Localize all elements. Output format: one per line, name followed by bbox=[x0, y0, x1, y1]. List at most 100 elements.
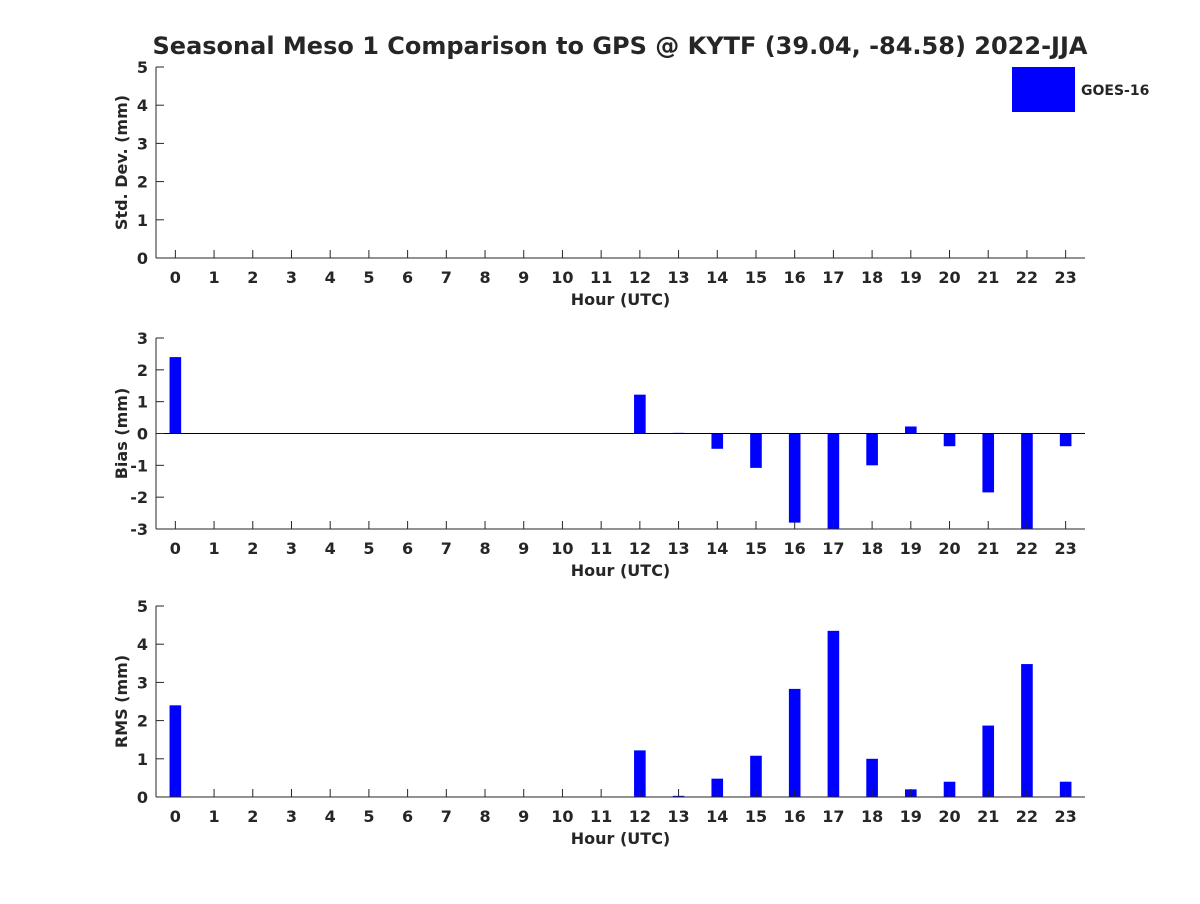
bar-16 bbox=[788, 688, 801, 797]
y-tick-label: 4 bbox=[137, 635, 148, 654]
y-tick-label: 5 bbox=[137, 58, 148, 77]
x-tick-label: 10 bbox=[551, 268, 573, 287]
y-tick-label: 5 bbox=[137, 597, 148, 616]
x-tick-label: 8 bbox=[479, 807, 490, 826]
x-tick-label: 14 bbox=[706, 539, 728, 558]
bar-19 bbox=[905, 426, 917, 434]
y-tick-label: 1 bbox=[137, 750, 148, 769]
x-tick-label: 19 bbox=[900, 807, 922, 826]
x-tick-label: 16 bbox=[784, 807, 806, 826]
x-tick-label: 11 bbox=[590, 268, 612, 287]
x-tick-label: 0 bbox=[170, 807, 181, 826]
x-tick-label: 23 bbox=[1055, 268, 1077, 287]
y-tick-label: -1 bbox=[130, 456, 148, 475]
bar-22 bbox=[1021, 433, 1033, 529]
x-tick-label: 22 bbox=[1016, 268, 1038, 287]
bar-22 bbox=[1021, 664, 1033, 797]
x-tick-label: 6 bbox=[402, 268, 413, 287]
x-tick-label: 15 bbox=[745, 268, 767, 287]
x-tick-label: 2 bbox=[247, 268, 258, 287]
y-tick-label: 3 bbox=[137, 134, 148, 153]
x-tick-label: 18 bbox=[861, 268, 883, 287]
x-tick-label: 21 bbox=[977, 807, 999, 826]
x-tick-label: 1 bbox=[208, 539, 219, 558]
y-tick-label: -2 bbox=[130, 488, 148, 507]
x-tick-label: 11 bbox=[590, 807, 612, 826]
bar-14 bbox=[711, 433, 724, 449]
x-tick-label: 8 bbox=[479, 539, 490, 558]
y-tick-label: 0 bbox=[137, 425, 148, 444]
x-tick-label: 0 bbox=[170, 539, 181, 558]
x-tick-label: 20 bbox=[938, 268, 960, 287]
y-tick-label: -3 bbox=[130, 520, 148, 539]
legend: GOES-16 bbox=[1012, 67, 1149, 112]
bar-15 bbox=[750, 433, 762, 468]
y-tick-label: 0 bbox=[137, 788, 148, 807]
x-tick-label: 14 bbox=[706, 807, 728, 826]
bar-17 bbox=[827, 630, 840, 797]
x-tick-label: 5 bbox=[363, 539, 374, 558]
x-tick-label: 11 bbox=[590, 539, 612, 558]
bar-23 bbox=[1059, 433, 1072, 447]
x-tick-label: 3 bbox=[286, 268, 297, 287]
x-tick-label: 9 bbox=[518, 268, 529, 287]
bar-15 bbox=[750, 755, 762, 797]
bar-21 bbox=[982, 725, 995, 797]
x-tick-label: 22 bbox=[1016, 807, 1038, 826]
x-axis-label: Hour (UTC) bbox=[571, 829, 671, 848]
x-tick-label: 15 bbox=[745, 807, 767, 826]
x-tick-label: 4 bbox=[325, 268, 336, 287]
bar-17 bbox=[827, 433, 840, 529]
x-tick-label: 5 bbox=[363, 268, 374, 287]
y-axis-label: RMS (mm) bbox=[112, 655, 131, 748]
y-tick-label: 2 bbox=[137, 712, 148, 731]
x-tick-label: 1 bbox=[208, 807, 219, 826]
x-tick-label: 6 bbox=[402, 807, 413, 826]
x-axis-label: Hour (UTC) bbox=[571, 561, 671, 580]
y-tick-label: 1 bbox=[137, 211, 148, 230]
x-tick-label: 13 bbox=[667, 539, 689, 558]
chart-title: Seasonal Meso 1 Comparison to GPS @ KYTF… bbox=[153, 32, 1088, 60]
x-tick-label: 7 bbox=[441, 807, 452, 826]
x-tick-label: 5 bbox=[363, 807, 374, 826]
x-tick-label: 2 bbox=[247, 539, 258, 558]
x-tick-label: 20 bbox=[938, 539, 960, 558]
x-tick-label: 13 bbox=[667, 268, 689, 287]
x-tick-label: 21 bbox=[977, 539, 999, 558]
bar-20 bbox=[943, 433, 956, 447]
x-tick-label: 10 bbox=[551, 807, 573, 826]
bars bbox=[169, 357, 1072, 529]
x-tick-label: 17 bbox=[822, 539, 844, 558]
bar-21 bbox=[982, 433, 995, 493]
y-tick-label: 3 bbox=[137, 673, 148, 692]
legend-label: GOES-16 bbox=[1081, 83, 1149, 99]
bar-12 bbox=[634, 394, 646, 434]
x-tick-label: 7 bbox=[441, 268, 452, 287]
legend-swatch bbox=[1012, 67, 1075, 112]
bars bbox=[169, 630, 1072, 797]
x-tick-label: 12 bbox=[629, 807, 651, 826]
x-tick-label: 17 bbox=[822, 807, 844, 826]
x-tick-label: 3 bbox=[286, 807, 297, 826]
x-tick-label: 13 bbox=[667, 807, 689, 826]
y-tick-label: 2 bbox=[137, 361, 148, 380]
x-tick-label: 16 bbox=[784, 539, 806, 558]
y-tick-label: 1 bbox=[137, 393, 148, 412]
x-tick-label: 1 bbox=[208, 268, 219, 287]
bar-18 bbox=[866, 758, 878, 797]
y-axis-label: Bias (mm) bbox=[112, 388, 131, 480]
x-tick-label: 9 bbox=[518, 539, 529, 558]
x-tick-label: 4 bbox=[325, 539, 336, 558]
x-tick-label: 15 bbox=[745, 539, 767, 558]
x-tick-label: 22 bbox=[1016, 539, 1038, 558]
x-tick-label: 16 bbox=[784, 268, 806, 287]
x-tick-label: 12 bbox=[629, 539, 651, 558]
x-tick-label: 2 bbox=[247, 807, 258, 826]
x-tick-label: 18 bbox=[861, 539, 883, 558]
x-tick-label: 9 bbox=[518, 807, 529, 826]
x-tick-label: 19 bbox=[900, 268, 922, 287]
